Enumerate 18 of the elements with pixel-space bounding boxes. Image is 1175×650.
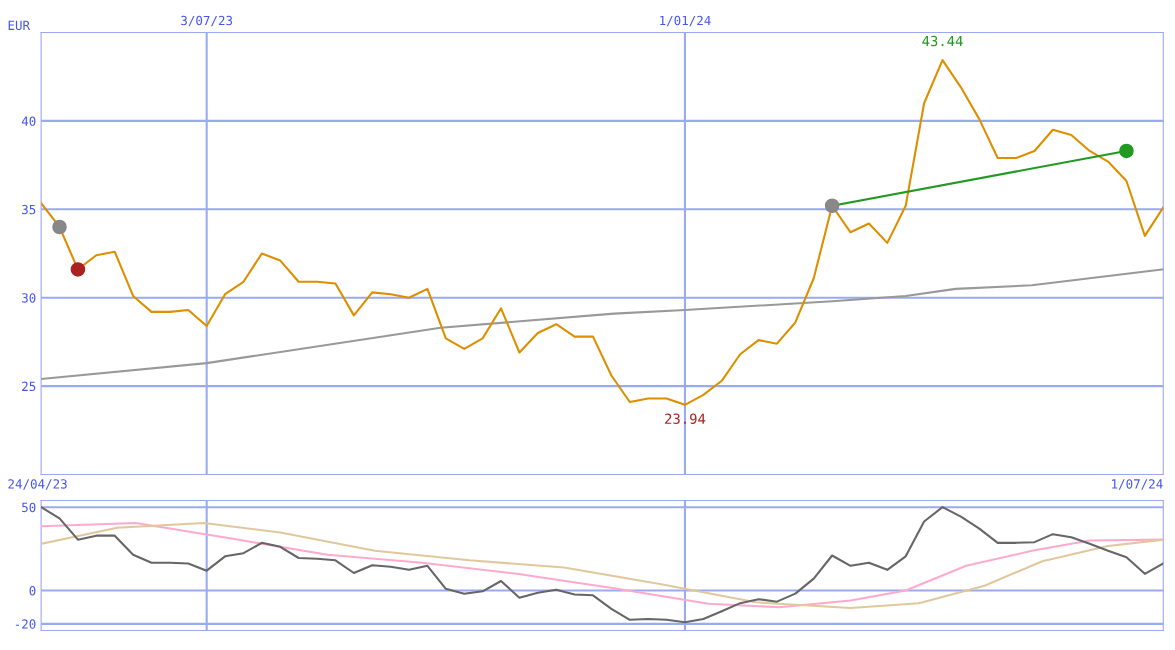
y-tick-label: 0	[29, 586, 36, 596]
y-tick-label: 25	[22, 381, 36, 392]
y-tick-label: 40	[21, 116, 36, 126]
y-tick-label: 35	[22, 204, 36, 215]
y-axis-title: EUR	[8, 20, 31, 31]
line-series	[41, 521, 1164, 609]
y-tick-label: 50	[22, 502, 36, 513]
line-series	[41, 268, 1164, 381]
text: 24/04/23	[8, 479, 67, 490]
y-tick-label: 30	[22, 293, 36, 303]
x-tick-label: 1/01/24	[660, 15, 711, 27]
annotation: 43.44	[922, 35, 963, 47]
annotation: 23.94	[665, 413, 706, 424]
line-series	[41, 506, 1164, 624]
y-tick-label: -20	[15, 619, 36, 629]
line-series	[41, 59, 1164, 406]
text: 1/07/24	[1112, 479, 1163, 490]
x-tick-label: 3/07/23	[181, 15, 233, 27]
